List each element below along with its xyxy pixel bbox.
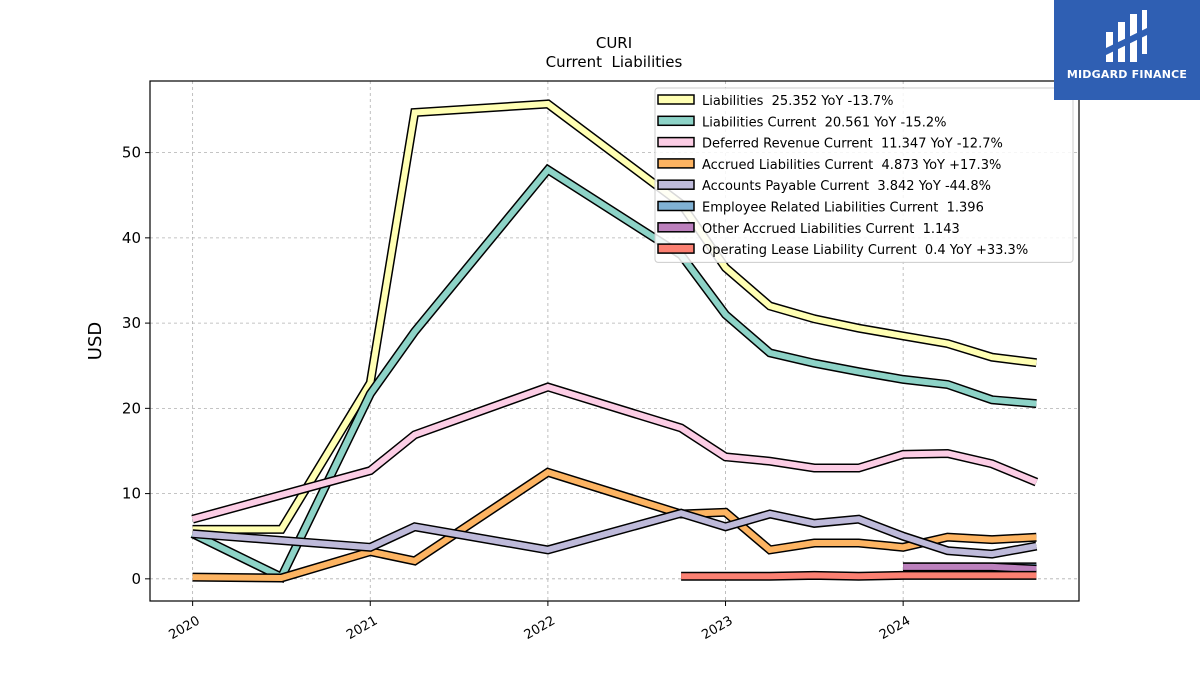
legend-entry: Operating Lease Liability Current 0.4 Yo… <box>702 243 1028 258</box>
plot-frame <box>149 80 1080 602</box>
midgard-logo-icon <box>1106 10 1147 62</box>
chart-subtitle: Current Liabilities <box>546 53 683 71</box>
legend: Liabilities 25.352 YoY -13.7% Liabilities… <box>654 87 1074 263</box>
series-line <box>192 508 1038 559</box>
series-line-fill <box>681 572 1037 580</box>
midgard-finance-logo: MIDGARD FINANCE <box>1054 0 1200 100</box>
legend-entry: Other Accrued Liabilities Current 1.143 <box>702 222 960 237</box>
x-tick-label: 2022 <box>522 613 558 643</box>
x-tick-label: 2024 <box>877 613 913 643</box>
series-lines <box>190 99 1039 584</box>
legend-entry: Deferred Revenue Current 11.347 YoY -12.… <box>702 137 1003 152</box>
legend-swatch <box>657 179 695 190</box>
y-tick-label: 20 <box>122 399 141 417</box>
legend-entry: Employee Related Liabilities Current 1.3… <box>702 201 984 216</box>
chart-title: CURI <box>596 34 632 52</box>
legend-entry: Accounts Payable Current 3.842 YoY -44.8… <box>702 179 991 194</box>
legend-box <box>654 87 1074 263</box>
x-tick-label: 2021 <box>344 613 380 643</box>
legend-entry: Liabilities Current 20.561 YoY -15.2% <box>702 115 946 130</box>
legend-swatch <box>657 222 695 233</box>
x-tick-label: 2020 <box>166 613 202 643</box>
series-line <box>190 163 1037 584</box>
legend-swatch <box>657 200 695 212</box>
series-line-fill <box>191 383 1038 523</box>
logo-text: MIDGARD FINANCE <box>1066 68 1188 81</box>
series-line-fill <box>903 563 1037 573</box>
legend-swatch <box>657 243 695 254</box>
y-tick-label: 0 <box>131 570 141 588</box>
y-tick-label: 30 <box>122 314 141 332</box>
series-line-fill <box>192 100 1037 533</box>
series-line <box>192 99 1037 534</box>
legend-swatch <box>657 115 695 127</box>
y-axis-label: USD <box>85 322 106 360</box>
x-tick-label: 2023 <box>699 613 735 643</box>
legend-swatch <box>657 94 695 105</box>
legend-swatch <box>657 158 695 169</box>
y-tick-label: 50 <box>122 144 141 162</box>
legend-entry: Accrued Liabilities Current 4.873 YoY +1… <box>702 158 1001 173</box>
series-line <box>903 562 1037 574</box>
series-line <box>192 467 1037 583</box>
series-line <box>681 570 1037 581</box>
y-tick-label: 40 <box>122 229 141 247</box>
series-line-fill <box>191 165 1037 582</box>
legend-entry: Liabilities 25.352 YoY -13.7% <box>702 94 894 109</box>
y-tick-label: 10 <box>122 485 141 503</box>
legend-swatch <box>657 136 695 148</box>
series-line <box>191 382 1039 524</box>
series-line-fill <box>192 510 1037 558</box>
series-line-fill <box>192 469 1037 582</box>
